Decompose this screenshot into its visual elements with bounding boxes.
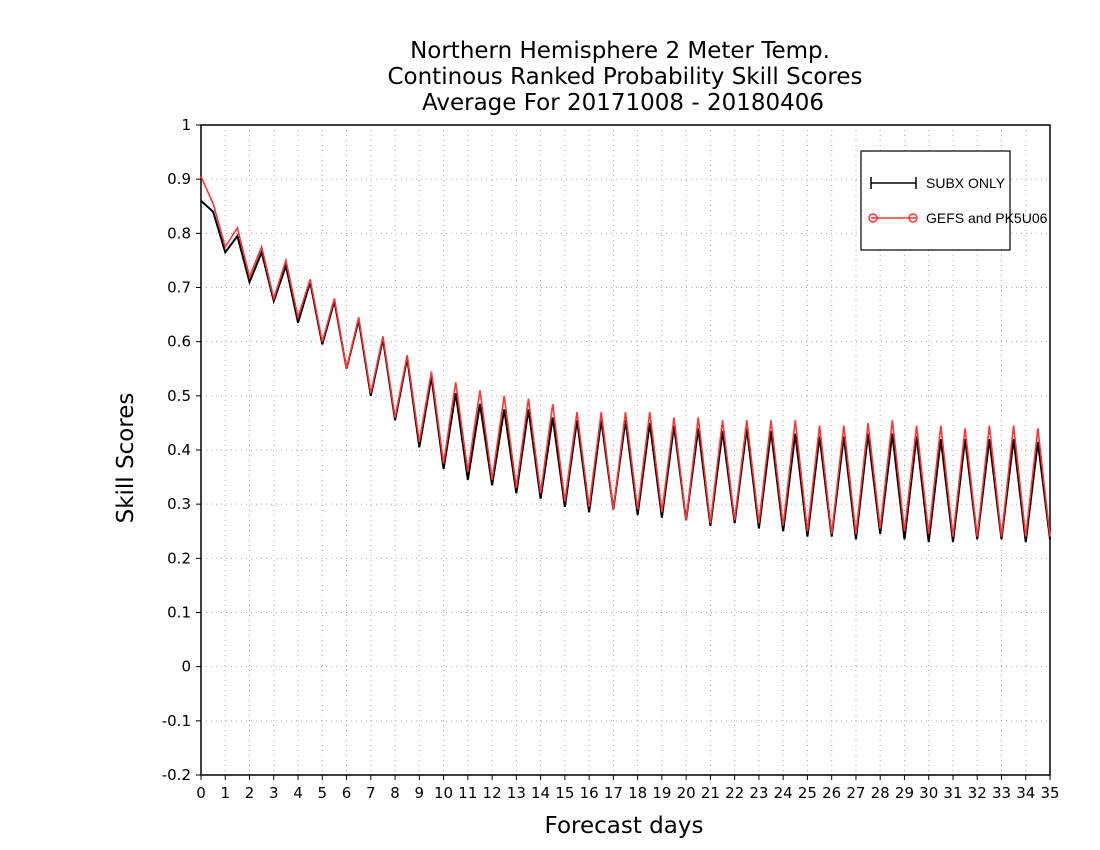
x-tick-label: 10 — [434, 784, 453, 802]
x-tick-label: 8 — [390, 784, 400, 802]
y-tick-label: 0.4 — [167, 441, 191, 459]
y-axis: -0.2 -0.1 0 0.1 0.2 0.3 0.4 0.5 0.6 0.7 0.8 0.9 1 — [162, 116, 201, 784]
series-line-gefs — [200, 176, 1051, 537]
x-tick-label: 6 — [342, 784, 352, 802]
legend: SUBX ONLY GEFS and PK5U06 — [860, 150, 1048, 251]
circle-marker-icon — [908, 213, 918, 223]
x-tick-label: 22 — [725, 784, 744, 802]
x-tick-label: 31 — [943, 784, 962, 802]
chart-title: Northern Hemisphere 2 Meter Temp. Contin… — [387, 38, 862, 116]
y-tick-label: 0.5 — [167, 387, 191, 405]
x-tick-label: 5 — [318, 784, 328, 802]
x-tick-label: 16 — [580, 784, 599, 802]
x-tick-label: 18 — [628, 784, 647, 802]
series-line-subx — [200, 200, 1051, 543]
y-tick-label: 0.9 — [167, 170, 191, 188]
y-tick-label: 1 — [181, 116, 191, 134]
title-line-2: Continous Ranked Probability Skill Score… — [387, 64, 862, 90]
x-tick-label: 23 — [749, 784, 768, 802]
x-tick-label: 12 — [483, 784, 502, 802]
circle-marker-icon — [868, 213, 878, 223]
legend-label-subx: SUBX ONLY — [926, 175, 1006, 191]
x-tick-label: 13 — [507, 784, 526, 802]
x-tick-label: 29 — [895, 784, 914, 802]
y-tick-label: 0.6 — [167, 333, 191, 351]
grid — [200, 124, 1051, 776]
x-tick-label: 3 — [269, 784, 279, 802]
legend-label-gefs: GEFS and PK5U06 — [926, 210, 1048, 226]
x-tick-label: 28 — [871, 784, 890, 802]
x-tick-label: 7 — [366, 784, 376, 802]
y-tick-label: -0.1 — [162, 712, 191, 730]
x-tick-label: 24 — [774, 784, 793, 802]
y-tick-label: -0.2 — [162, 766, 191, 784]
legend-box — [860, 150, 1011, 251]
x-tick-label: 26 — [822, 784, 841, 802]
x-tick-label: 34 — [1016, 784, 1035, 802]
y-tick-label: 0.2 — [167, 549, 191, 567]
y-tick-label: 0.1 — [167, 604, 191, 622]
x-axis: 0 1 2 3 4 5 6 7 8 9 10 11 12 13 14 15 16 17 18 19 20 21 22 23 24… — [196, 775, 1060, 802]
x-tick-label: 21 — [701, 784, 720, 802]
x-tick-label: 1 — [220, 784, 230, 802]
y-tick-label: 0.3 — [167, 495, 191, 513]
x-tick-label: 11 — [458, 784, 477, 802]
y-axis-label: Skill Scores — [113, 393, 139, 524]
x-tick-label: 19 — [652, 784, 671, 802]
x-tick-label: 9 — [415, 784, 425, 802]
x-tick-label: 32 — [968, 784, 987, 802]
x-tick-label: 14 — [531, 784, 550, 802]
x-tick-label: 35 — [1040, 784, 1059, 802]
x-tick-label: 17 — [604, 784, 623, 802]
x-tick-label: 30 — [919, 784, 938, 802]
x-tick-label: 33 — [992, 784, 1011, 802]
x-tick-label: 15 — [555, 784, 574, 802]
plus-marker-icon — [870, 177, 917, 189]
y-tick-label: 0.8 — [167, 224, 191, 242]
x-tick-label: 0 — [196, 784, 206, 802]
x-tick-label: 27 — [846, 784, 865, 802]
y-tick-label: 0 — [181, 658, 191, 676]
x-tick-label: 20 — [677, 784, 696, 802]
x-tick-label: 2 — [245, 784, 255, 802]
x-axis-label: Forecast days — [545, 813, 704, 839]
series-group — [200, 176, 1051, 543]
title-line-3: Average For 20171008 - 20180406 — [422, 90, 824, 116]
x-tick-label: 25 — [798, 784, 817, 802]
title-line-1: Northern Hemisphere 2 Meter Temp. — [410, 38, 830, 64]
y-tick-label: 0.7 — [167, 279, 191, 297]
x-tick-label: 4 — [293, 784, 303, 802]
